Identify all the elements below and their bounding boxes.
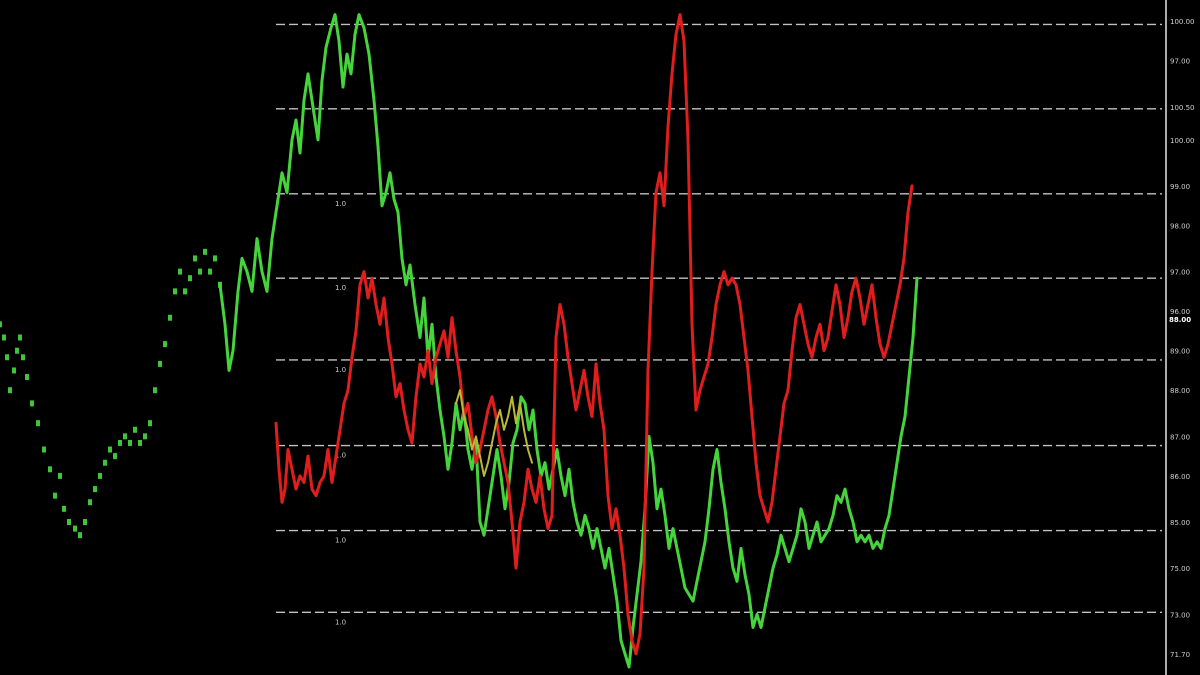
data-point — [198, 268, 202, 275]
data-point — [2, 334, 6, 341]
gridline-label: 1.0 — [335, 284, 346, 292]
y-tick-label: 89.00 — [1170, 348, 1190, 356]
data-point — [118, 439, 122, 446]
y-tick-label: 85.00 — [1170, 519, 1190, 527]
series-line-olive_short — [455, 389, 533, 477]
data-point — [42, 446, 46, 453]
y-tick-label: 100.00 — [1170, 137, 1195, 145]
data-point — [128, 439, 132, 446]
series-group — [0, 13, 919, 669]
data-point — [67, 519, 71, 526]
series-line-red_main — [274, 13, 914, 656]
data-point — [88, 499, 92, 506]
series-line-green_main — [218, 13, 919, 669]
data-point — [148, 420, 152, 427]
data-point — [188, 275, 192, 282]
data-point — [30, 400, 34, 407]
data-point — [103, 459, 107, 466]
data-point — [178, 268, 182, 275]
data-point — [36, 420, 40, 427]
y-tick-label: 99.00 — [1170, 183, 1190, 191]
data-point — [25, 374, 29, 381]
y-tick-label: 86.00 — [1170, 473, 1190, 481]
data-point — [138, 439, 142, 446]
data-point — [5, 354, 9, 361]
data-point — [83, 519, 87, 526]
gridline-label: 1.0 — [335, 200, 346, 208]
data-point — [193, 255, 197, 262]
data-point — [143, 433, 147, 440]
data-point — [0, 321, 2, 328]
data-point — [62, 505, 66, 512]
data-point — [208, 268, 212, 275]
y-tick-label: 73.00 — [1170, 611, 1190, 619]
y-tick-label: 71.70 — [1170, 651, 1190, 659]
y-tick-label: 88.00 — [1170, 387, 1190, 395]
y-axis-ticks: 100.00 97.00 100.50 100.00 99.00 98.00 97.00 96… — [1170, 18, 1195, 659]
y-tick-label: 97.00 — [1170, 58, 1190, 66]
data-point — [48, 466, 52, 473]
data-point — [93, 486, 97, 493]
y-tick-label: 96.00 — [1170, 308, 1190, 316]
data-point — [18, 334, 22, 341]
data-point — [58, 472, 62, 479]
data-point — [73, 525, 77, 532]
data-point — [133, 426, 137, 433]
data-point — [213, 255, 217, 262]
data-point — [21, 354, 25, 361]
data-point — [113, 453, 117, 460]
data-point — [123, 433, 127, 440]
gridline-label: 1.0 — [335, 452, 346, 460]
data-point — [168, 314, 172, 321]
y-tick-label: 87.00 — [1170, 433, 1190, 441]
data-point — [183, 288, 187, 295]
y-tick-label: 97.00 — [1170, 269, 1190, 277]
data-point — [98, 472, 102, 479]
data-point — [8, 387, 12, 394]
data-point — [173, 288, 177, 295]
data-point — [158, 360, 162, 367]
last-price-label: 88.00 — [1169, 316, 1191, 324]
data-point — [53, 492, 57, 499]
gridline-label: 1.0 — [335, 366, 346, 374]
gridline-label: 1.0 — [335, 618, 346, 626]
gridline-label: 1.0 — [335, 537, 346, 545]
data-point — [12, 367, 16, 374]
data-point — [163, 341, 167, 348]
y-tick-label: 75.00 — [1170, 565, 1190, 573]
y-tick-label: 100.50 — [1170, 104, 1195, 112]
data-point — [203, 248, 207, 255]
data-point — [15, 347, 19, 354]
y-tick-label: 98.00 — [1170, 222, 1190, 230]
gridlines: 1.0 1.0 1.0 1.0 1.0 1.0 — [276, 23, 1162, 626]
data-point — [153, 387, 157, 394]
data-point — [108, 446, 112, 453]
y-tick-label: 100.00 — [1170, 18, 1195, 26]
data-point — [78, 532, 82, 539]
